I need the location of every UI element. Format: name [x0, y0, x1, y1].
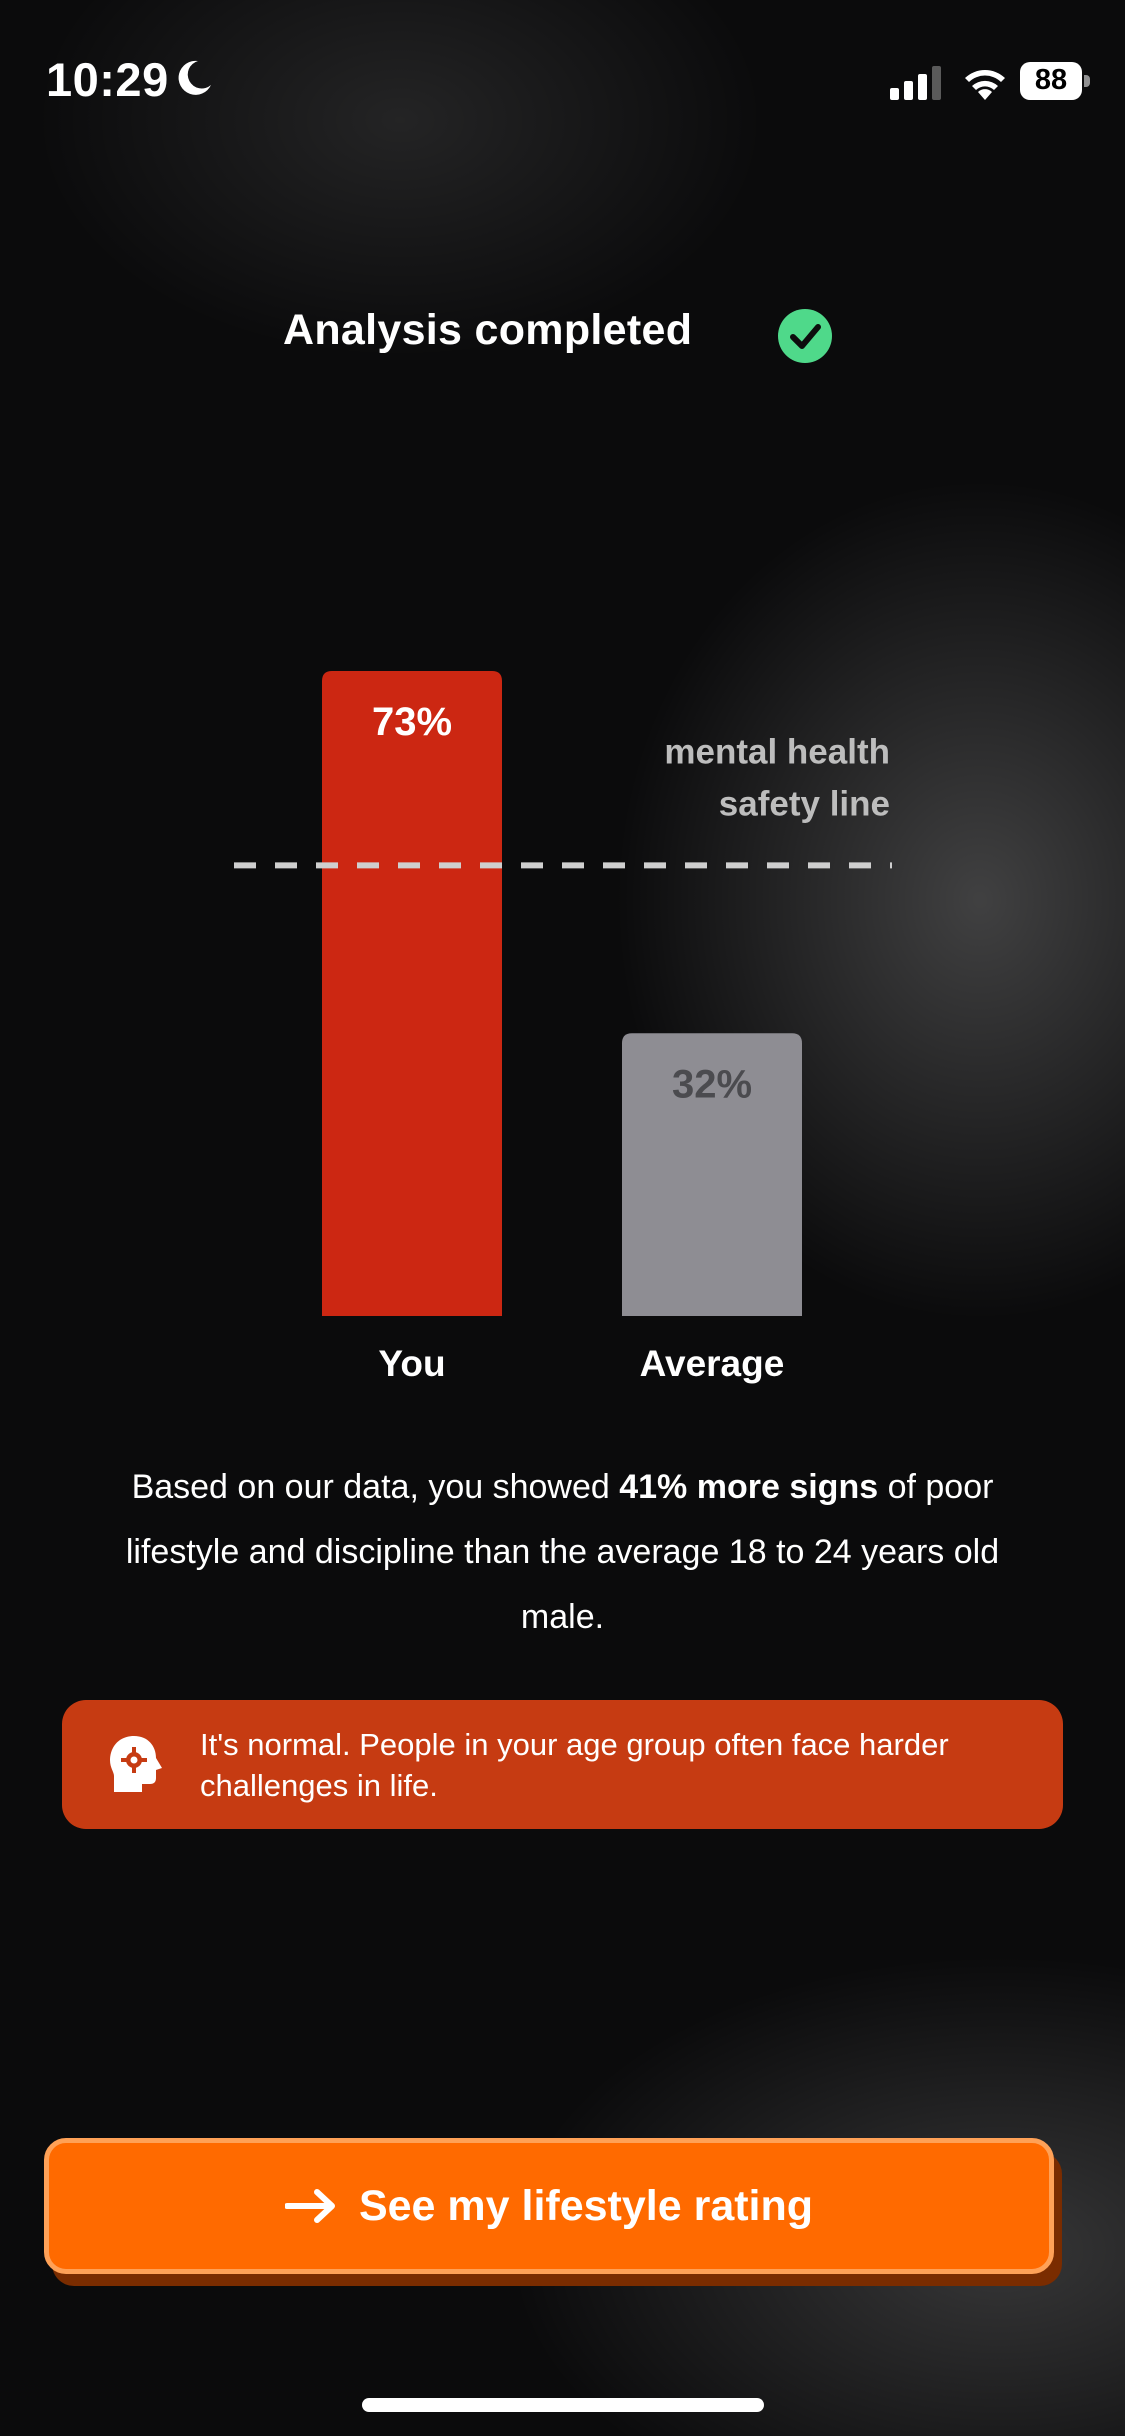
bar-average: [622, 1033, 802, 1316]
battery-level: 88: [1034, 64, 1068, 96]
info-card-text: It's normal. People in your age group of…: [200, 1727, 949, 1803]
description-post: of poor lifestyle and discipline than th…: [125, 1468, 1000, 1636]
bar-value-label: 73%: [372, 700, 452, 744]
see-lifestyle-rating-button[interactable]: See my lifestyle rating: [44, 2138, 1054, 2274]
status-time: 10:29: [46, 53, 169, 106]
arrow-right-icon: [284, 2189, 335, 2223]
battery-nub: [1084, 75, 1090, 87]
check-circle-icon: [778, 309, 832, 363]
comparison-bar-chart: 73% You 32% Average mental health safety li…: [234, 671, 892, 1384]
head-gear-icon: [110, 1736, 162, 1792]
info-card: It's normal. People in your age group of…: [62, 1700, 1063, 1829]
category-label: You: [378, 1343, 445, 1384]
safety-line-label-1: mental health: [664, 732, 890, 771]
battery-indicator: 88: [1020, 62, 1090, 102]
cta-label: See my lifestyle rating: [358, 2181, 814, 2230]
page-title: Analysis completed: [283, 306, 693, 354]
bar-you: [322, 671, 502, 1316]
category-label: Average: [640, 1343, 785, 1384]
wifi-icon: [965, 70, 1005, 100]
result-description: Based on our data, you showed 41% more s…: [80, 1455, 1045, 1650]
battery-icon: [1020, 62, 1082, 100]
safety-line-label-2: safety line: [719, 784, 890, 823]
description-pre: Based on our data, you showed: [131, 1468, 620, 1506]
moon-icon: [178, 60, 211, 95]
bar-value-label: 32%: [672, 1062, 752, 1106]
description-bold: 41% more signs: [619, 1468, 879, 1506]
home-indicator[interactable]: [362, 2398, 764, 2412]
cellular-signal-icon: [890, 66, 941, 100]
